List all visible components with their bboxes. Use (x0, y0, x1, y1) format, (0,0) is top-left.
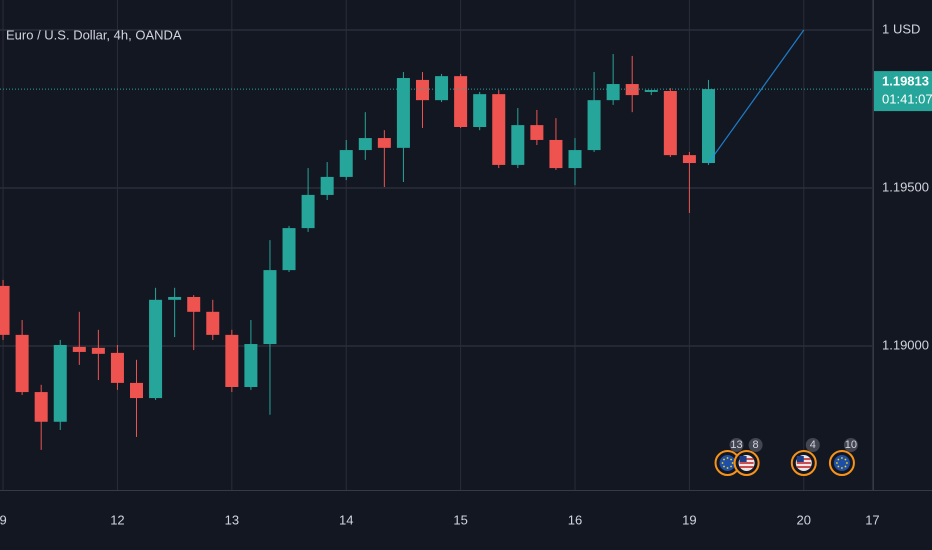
candle-body (206, 311, 220, 335)
countdown: 01:41:07 (882, 92, 932, 107)
candle-body (0, 285, 10, 335)
candle-body (225, 334, 239, 388)
flag-star (721, 462, 724, 464)
flag-star (844, 465, 847, 468)
candle-body (244, 344, 258, 388)
flag-star (841, 467, 843, 469)
flag-star (723, 465, 725, 468)
candle-body (396, 78, 410, 148)
price-label-box (874, 71, 932, 112)
flag-star (844, 458, 847, 461)
flag-star (837, 465, 840, 468)
flag-star (731, 462, 734, 464)
candle-body (454, 76, 468, 128)
flag-canton (796, 456, 804, 462)
currency-badge (889, 19, 929, 42)
candle-body (320, 176, 334, 195)
x-tick-label: 20 (797, 512, 811, 527)
x-tick-label: 16 (568, 512, 582, 527)
candle-body (53, 344, 67, 422)
candle-body (682, 155, 696, 164)
x-tick-label: 12 (110, 512, 124, 527)
event-count-bg (729, 438, 744, 452)
flag-star (836, 462, 838, 464)
candle-body (644, 90, 658, 92)
candle-body (187, 296, 201, 312)
candle-body (473, 94, 487, 128)
flag-star (726, 467, 729, 469)
axes: 1.190001.195001.20000912131415161920171.… (0, 19, 932, 527)
candle-body (149, 299, 163, 399)
candle-body (530, 125, 544, 140)
event-count-bg (805, 438, 820, 452)
candle-body (492, 94, 506, 165)
candle-body (91, 347, 105, 354)
flag-star (730, 465, 732, 468)
event-count-bg (843, 438, 858, 452)
event-count: 4 (810, 439, 816, 451)
flag-star (730, 458, 732, 461)
candle-body (130, 382, 144, 399)
flag-star (846, 462, 848, 464)
currency-label: USD (893, 21, 920, 36)
candle-body (511, 125, 525, 165)
candle-body (606, 84, 620, 101)
x-tick-label: 19 (682, 512, 696, 527)
event-count-bg (748, 438, 763, 452)
candle-body (701, 89, 715, 164)
flag-canton (739, 456, 747, 462)
candle-body (663, 90, 677, 156)
candle-body (415, 79, 429, 101)
candle-body (34, 392, 48, 422)
flag-star (841, 457, 843, 459)
price-label: 1.19813 (882, 74, 929, 89)
candle-body (377, 138, 391, 148)
candle-body (625, 84, 639, 96)
chart-title: Euro / U.S. Dollar, 4h, OANDA (6, 27, 182, 42)
candle-body (110, 352, 124, 383)
flag-star (837, 458, 840, 461)
candle-body (435, 76, 449, 101)
candle-body (72, 346, 86, 352)
grid (0, 0, 873, 490)
event-count: 8 (753, 439, 759, 451)
y-tick-label: 1.19500 (882, 179, 929, 194)
flag-star (723, 458, 725, 461)
candle-body (568, 150, 582, 169)
x-tick-label: 15 (453, 512, 467, 527)
candle-body (358, 138, 372, 151)
plot: 13 8 4 10 (0, 29, 873, 476)
y-tick-label: 1.19000 (882, 337, 929, 352)
event-count: 13 (730, 439, 742, 451)
x-tick-label: 14 (339, 512, 353, 527)
x-tick-label: 13 (225, 512, 239, 527)
x-tick-label: 9 (0, 512, 7, 527)
candle-body (301, 194, 315, 229)
candle-body (339, 150, 353, 177)
candle-body (263, 270, 277, 345)
candle-body (282, 228, 296, 271)
x-tick-label: 17 (865, 512, 879, 527)
candle-body (15, 334, 29, 393)
event-count: 10 (845, 439, 857, 451)
candle-body (168, 296, 182, 300)
candle-body (587, 100, 601, 151)
flag-star (726, 457, 729, 459)
candle-body (549, 139, 563, 169)
trend-line (707, 29, 805, 164)
